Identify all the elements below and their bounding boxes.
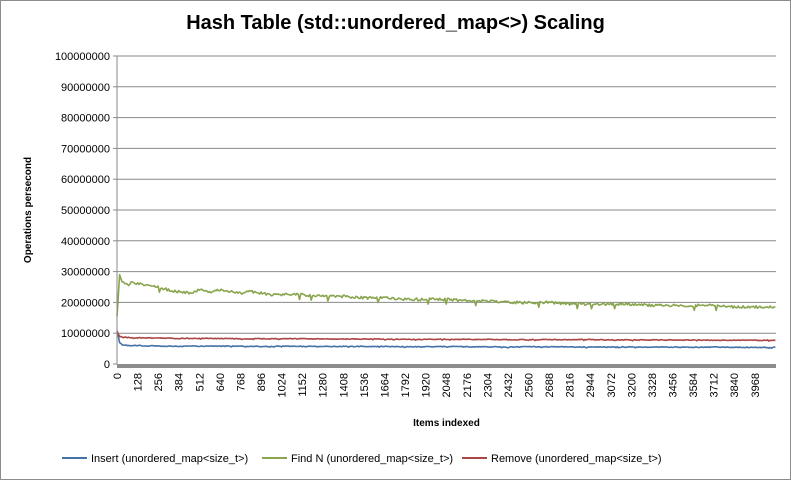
y-tick-label: 60000000 xyxy=(61,174,110,186)
x-tick-label: 640 xyxy=(215,373,227,391)
x-tick-label: 3328 xyxy=(647,373,659,397)
x-tick-label: 2944 xyxy=(585,373,597,397)
y-tick-label: 10000000 xyxy=(61,328,110,340)
series-line xyxy=(116,331,776,342)
chart-title: Hash Table (std::unordered_map<>) Scalin… xyxy=(186,12,605,34)
x-tick-label: 1792 xyxy=(400,373,412,397)
x-tick-label: 3200 xyxy=(626,373,638,397)
x-tick-label: 2816 xyxy=(565,373,577,397)
x-tick-label: 256 xyxy=(153,373,165,391)
x-tick-label: 768 xyxy=(235,373,247,391)
legend-label: Remove (unordered_map<size_t>) xyxy=(491,453,662,465)
x-tick-label: 1024 xyxy=(277,373,289,397)
x-tick-label: 1408 xyxy=(338,373,350,397)
y-tick-label: 40000000 xyxy=(61,236,110,248)
x-tick-label: 384 xyxy=(174,373,186,391)
x-tick-label: 2304 xyxy=(482,373,494,397)
series-line xyxy=(116,330,776,349)
legend-label: Insert (unordered_map<size_t>) xyxy=(91,453,248,465)
legend: Insert (unordered_map<size_t>) Find N (un… xyxy=(62,453,662,465)
x-tick-label: 3584 xyxy=(688,373,700,397)
x-tick-label: 128 xyxy=(133,373,145,391)
x-tick-label: 2432 xyxy=(503,373,515,397)
y-tick-label: 80000000 xyxy=(61,113,110,125)
x-tick-label: 0 xyxy=(112,373,124,379)
y-tick-labels: 0 10000000 20000000 30000000 40000000 5000000… xyxy=(55,51,110,371)
x-tick-label: 3968 xyxy=(750,373,762,397)
y-tick-label: 20000000 xyxy=(61,297,110,309)
series-line xyxy=(116,273,776,317)
y-tick-label: 50000000 xyxy=(61,205,110,217)
x-tick-label: 1664 xyxy=(379,373,391,397)
grid-lines xyxy=(117,55,776,364)
legend-label: Find N (unordered_map<size_t>) xyxy=(291,453,453,465)
x-axis-title: Items indexed xyxy=(413,418,480,429)
x-tick-label: 512 xyxy=(194,373,206,391)
y-tick-label: 70000000 xyxy=(61,143,110,155)
x-tick-label: 2560 xyxy=(523,373,535,397)
x-tick-label: 3840 xyxy=(729,373,741,397)
x-tick-label: 2048 xyxy=(441,373,453,397)
x-tick-label: 1152 xyxy=(297,373,309,397)
x-tick-label: 1920 xyxy=(421,373,433,397)
x-tick-labels: 0 128 256 384 512 640 768 896 1024 1152 1280 1408 15… xyxy=(112,373,762,397)
y-tick-label: 30000000 xyxy=(61,267,110,279)
y-tick-label: 90000000 xyxy=(61,82,110,94)
y-tick-label: 100000000 xyxy=(55,51,110,63)
series-lines xyxy=(116,273,776,349)
x-tick-label: 2688 xyxy=(544,373,556,397)
x-tick-label: 2176 xyxy=(462,373,474,397)
y-axis-title: Operations persecond xyxy=(23,157,34,263)
x-tick-label: 3072 xyxy=(606,373,618,397)
x-axis-line xyxy=(117,364,776,368)
x-tick-label: 1536 xyxy=(359,373,371,397)
x-tick-label: 1280 xyxy=(318,373,330,397)
axes xyxy=(113,55,776,368)
x-tick-label: 3712 xyxy=(709,373,721,397)
y-tick-label: 0 xyxy=(104,359,110,371)
x-tick-label: 3456 xyxy=(667,373,679,397)
x-tick-label: 896 xyxy=(256,373,268,391)
